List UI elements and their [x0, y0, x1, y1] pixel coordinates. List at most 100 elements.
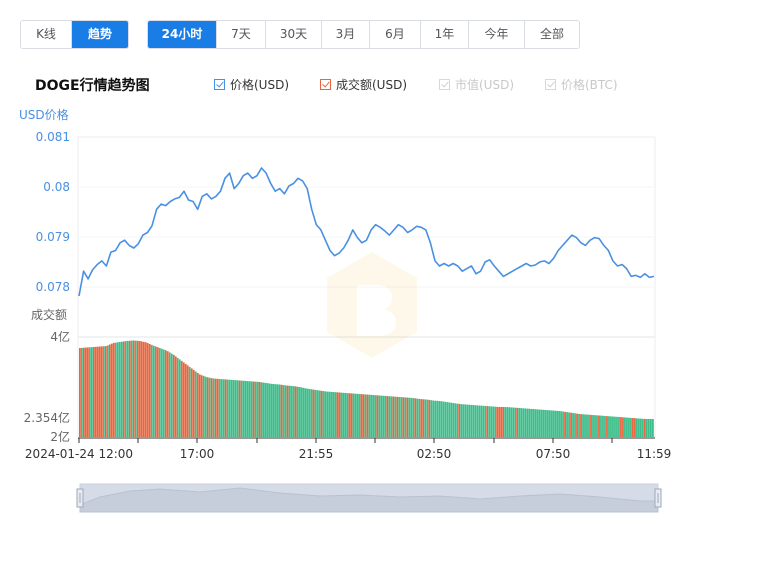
- volume-bar: [230, 379, 233, 437]
- volume-bar: [506, 407, 509, 437]
- volume-bar: [418, 398, 421, 437]
- volume-bar: [240, 380, 243, 437]
- volume-bar: [158, 348, 161, 437]
- volume-bar: [292, 386, 295, 437]
- x-tick-label: 11:59: [637, 447, 672, 461]
- volume-bar: [122, 341, 125, 437]
- volume-bar: [590, 414, 592, 437]
- volume-bar: [490, 406, 493, 437]
- volume-tick-label: 2亿: [50, 429, 70, 444]
- volume-bar: [316, 390, 319, 437]
- legend-marketcap-usd[interactable]: 市值(USD): [439, 76, 514, 93]
- volume-bar: [572, 413, 574, 437]
- volume-bar: [624, 417, 626, 437]
- tab-kline[interactable]: K线: [21, 21, 72, 48]
- volume-bar: [566, 412, 568, 437]
- zoom-navigator[interactable]: [76, 483, 662, 513]
- volume-bar: [484, 405, 487, 437]
- tab-7d[interactable]: 7天: [217, 21, 266, 48]
- volume-bar: [536, 409, 538, 437]
- volume-bar: [574, 413, 576, 437]
- volume-bar: [228, 379, 231, 437]
- volume-bar: [390, 396, 393, 437]
- volume-bar: [296, 386, 299, 437]
- volume-bar: [224, 379, 227, 437]
- volume-bar: [176, 357, 179, 437]
- volume-bar: [254, 381, 257, 437]
- volume-bar: [558, 411, 560, 437]
- volume-bar: [326, 391, 329, 437]
- volume-bar: [264, 382, 267, 437]
- volume-bar: [502, 407, 505, 437]
- tab-ytd[interactable]: 今年: [469, 21, 525, 48]
- x-tick-label: 2024-01-24 12:00: [25, 447, 133, 461]
- volume-bar: [94, 346, 97, 437]
- volume-bar: [288, 385, 291, 437]
- volume-bar: [384, 395, 387, 437]
- volume-bar: [166, 351, 169, 437]
- legend-volume-usd[interactable]: 成交额(USD): [320, 76, 407, 93]
- volume-bar: [578, 413, 580, 437]
- volume-bar: [82, 347, 85, 437]
- volume-bar: [202, 375, 205, 437]
- volume-bar: [172, 354, 175, 437]
- legend-label: 市值(USD): [455, 78, 515, 92]
- volume-bar: [300, 387, 303, 437]
- tab-3m[interactable]: 3月: [322, 21, 370, 48]
- volume-bar: [126, 340, 129, 437]
- volume-bar: [386, 396, 389, 437]
- volume-bar: [580, 414, 582, 437]
- volume-bar: [196, 372, 199, 437]
- volume-bar: [116, 342, 119, 437]
- volume-bar: [298, 387, 301, 437]
- volume-bar: [132, 340, 135, 437]
- legend-price-usd[interactable]: 价格(USD): [214, 76, 289, 93]
- tab-1y[interactable]: 1年: [421, 21, 469, 48]
- volume-bar: [188, 366, 191, 437]
- volume-bar: [170, 353, 173, 437]
- volume-bar: [410, 397, 413, 437]
- price-line: [78, 167, 655, 297]
- volume-bar: [598, 415, 600, 437]
- volume-bar: [636, 418, 638, 437]
- volume-bar: [538, 409, 540, 437]
- x-tick-label: 17:00: [180, 447, 215, 461]
- volume-bar: [134, 340, 137, 437]
- tab-all[interactable]: 全部: [525, 21, 579, 48]
- legend-price-btc[interactable]: 价格(BTC): [545, 76, 618, 93]
- volume-bar: [98, 346, 101, 437]
- volume-bar: [342, 392, 345, 437]
- volume-bar: [452, 403, 455, 437]
- tab-24h[interactable]: 24小时: [148, 21, 217, 48]
- volume-bar: [500, 407, 503, 437]
- volume-bar: [142, 341, 145, 437]
- volume-bar: [392, 396, 395, 437]
- volume-bar: [446, 402, 449, 437]
- tab-6m[interactable]: 6月: [370, 21, 421, 48]
- volume-bar: [432, 400, 435, 437]
- price-tick-label: 0.078: [36, 280, 70, 294]
- volume-bar: [426, 399, 429, 437]
- volume-bar: [612, 416, 614, 437]
- volume-bar: [244, 380, 247, 437]
- volume-bar: [526, 408, 529, 437]
- volume-bar: [576, 413, 578, 437]
- tab-30d[interactable]: 30天: [266, 21, 322, 48]
- volume-bar: [160, 348, 163, 437]
- volume-bar: [626, 417, 628, 437]
- tab-trend[interactable]: 趋势: [72, 21, 128, 48]
- volume-bar: [644, 418, 646, 437]
- volume-bar: [476, 405, 479, 437]
- volume-bar: [344, 392, 347, 437]
- volume-bar: [372, 395, 375, 437]
- volume-bar: [208, 377, 211, 437]
- volume-bar: [434, 400, 437, 437]
- volume-bar: [308, 389, 311, 437]
- volume-bar: [268, 383, 271, 437]
- volume-bar: [306, 388, 309, 437]
- volume-bar: [596, 415, 598, 437]
- volume-bar: [178, 359, 181, 437]
- volume-bar: [218, 379, 221, 437]
- volume-bar: [436, 400, 439, 437]
- volume-bar: [276, 384, 279, 437]
